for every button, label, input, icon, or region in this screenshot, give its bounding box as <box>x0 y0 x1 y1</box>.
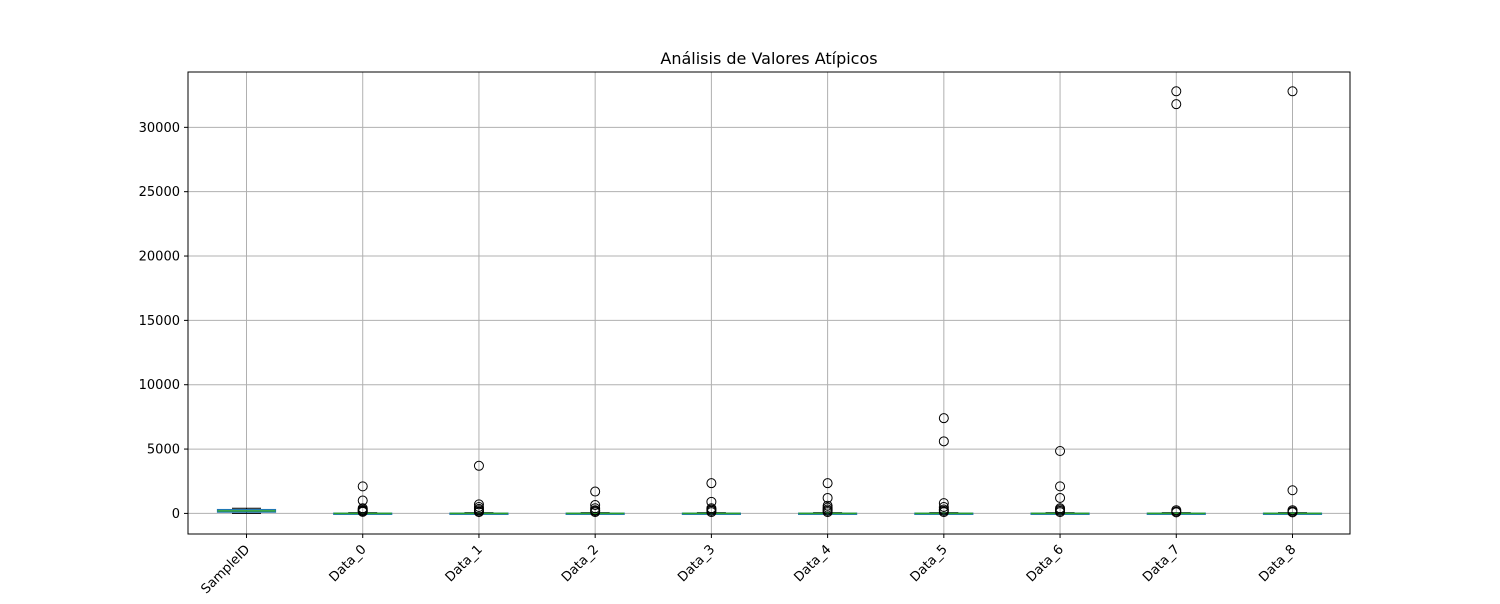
outlier-point <box>590 486 601 497</box>
x-tick-label: Data_3 <box>675 542 718 585</box>
x-tick-label: Data_0 <box>327 542 370 585</box>
x-tick-label: Data_2 <box>559 542 602 585</box>
outlier-point <box>938 413 949 424</box>
x-tick-label: Data_6 <box>1024 542 1067 585</box>
y-tick-label: 30000 <box>139 121 180 136</box>
x-tick-label: Data_5 <box>908 542 951 585</box>
x-tick-label: Data_1 <box>443 542 486 585</box>
outlier-point <box>706 496 717 507</box>
x-tick-label: Data_8 <box>1256 542 1299 585</box>
y-tick-label: 15000 <box>139 314 180 329</box>
outlier-point <box>590 503 601 514</box>
y-tick-label: 5000 <box>147 443 180 458</box>
outlier-point <box>1055 445 1066 456</box>
x-tick-label: Data_7 <box>1140 542 1183 585</box>
outlier-point <box>473 460 484 471</box>
y-tick-label: 10000 <box>139 378 180 393</box>
outlier-point <box>1171 505 1182 516</box>
outlier-point <box>822 478 833 489</box>
outlier-point <box>822 492 833 503</box>
y-tick-label: 0 <box>172 507 180 522</box>
outlier-point <box>938 436 949 447</box>
box-layer <box>216 86 1323 518</box>
x-tick-label: Data_4 <box>791 542 834 585</box>
outlier-point <box>822 500 833 511</box>
outlier-point <box>1171 86 1182 97</box>
outlier-point <box>473 501 484 512</box>
chart-title: Análisis de Valores Atípicos <box>660 49 877 68</box>
outlier-point <box>473 499 484 510</box>
outlier-point <box>590 500 601 511</box>
outlier-point <box>938 504 949 515</box>
box-SampleID <box>216 507 277 514</box>
outlier-point <box>357 503 368 514</box>
y-tick-label: 20000 <box>139 250 180 265</box>
outlier-point <box>357 481 368 492</box>
axis-layer: 0 5000 10000 15000 20000 25000 30000 SampleID Da… <box>139 121 1300 597</box>
box-Data_2 <box>565 486 625 518</box>
outlier-point <box>1055 503 1066 514</box>
box-Data_7 <box>1146 86 1206 518</box>
outlier-point <box>1287 505 1298 516</box>
outlier-point <box>938 498 949 509</box>
outlier-point <box>706 478 717 489</box>
outlier-point <box>1287 86 1298 97</box>
plot-frame <box>187 71 1351 535</box>
box-Data_8 <box>1262 86 1323 518</box>
outlier-point <box>1055 492 1066 503</box>
y-tick-label: 25000 <box>139 185 180 200</box>
box-Data_0 <box>333 481 393 517</box>
box-Data_3 <box>681 478 741 518</box>
box-Data_1 <box>449 460 509 518</box>
box-Data_5 <box>914 413 974 518</box>
outlier-point <box>1171 99 1182 110</box>
outlier-point <box>938 501 949 512</box>
outlier-point <box>1055 481 1066 492</box>
outlier-point <box>357 495 368 506</box>
grid-layer <box>188 72 1350 534</box>
outlier-point <box>706 503 717 514</box>
x-tick-label: SampleID <box>198 542 253 597</box>
box-Data_6 <box>1030 445 1090 518</box>
outlier-point <box>1287 485 1298 496</box>
box-Data_4 <box>798 478 858 518</box>
